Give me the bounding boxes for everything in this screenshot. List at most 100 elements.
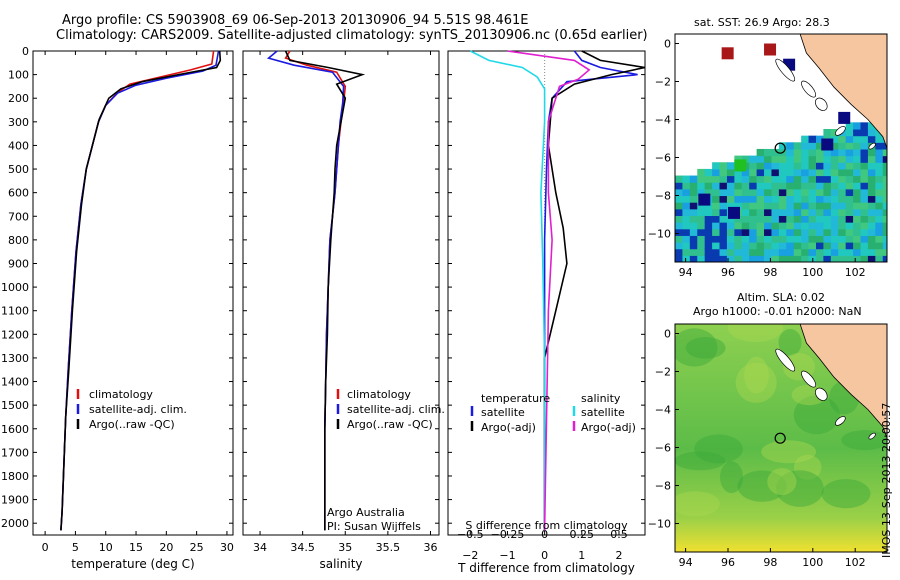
sst-cell [712, 235, 721, 243]
y-tick-label: 1800 [1, 470, 29, 483]
plot-frame [242, 50, 440, 536]
sst-cell [808, 248, 817, 256]
sst-cell [860, 208, 869, 217]
sst-cell [741, 155, 750, 163]
sst-cell [793, 148, 802, 157]
sst-cell [771, 175, 780, 183]
legend-label: Argo(-adj) [481, 421, 536, 434]
sla-map-title-line2: Argo h1000: -0.01 h2000: NaN [693, 305, 862, 318]
sst-cell [764, 242, 772, 250]
sst-cell [749, 175, 758, 183]
sst-cell [704, 208, 713, 217]
sst-cell [786, 162, 795, 170]
sst-cell [830, 188, 839, 197]
sst-cell [867, 122, 876, 130]
sst-cell [882, 142, 887, 150]
sst-cell [786, 188, 795, 197]
legend-label: climatology [347, 388, 411, 401]
sst-cell [860, 135, 869, 143]
sst-cell [823, 188, 832, 197]
sst-cell [719, 235, 728, 243]
sst-cell [815, 222, 824, 230]
sla-blob [761, 440, 817, 464]
sst-cell [860, 162, 869, 170]
sst-cell [771, 148, 780, 157]
sst-cell [682, 195, 691, 203]
sst-cell [697, 222, 706, 230]
sst-cell [719, 182, 728, 190]
sst-cell [749, 195, 758, 203]
sst-cell [689, 235, 698, 243]
sst-cell [808, 188, 817, 197]
sst-cell [801, 148, 810, 157]
sst-cell [726, 235, 735, 243]
island-outline [801, 80, 817, 98]
sst-cell [860, 188, 869, 197]
sst-cell [756, 222, 765, 230]
sst-cell [734, 188, 743, 197]
sst-cell [845, 208, 854, 217]
sst-cell [845, 188, 854, 197]
sst-cell [860, 195, 869, 203]
sst-cell [860, 228, 869, 236]
sst-cell [756, 195, 765, 203]
sst-cell [764, 222, 772, 230]
sst-cell [823, 215, 832, 223]
legend-temperature-header: temperature [481, 392, 550, 405]
sst-cell [682, 188, 691, 197]
footer-timestamp: IMOS 13-Sep-2013 20:00:57 [880, 402, 893, 558]
sst-cell [786, 195, 795, 203]
sst-cell [786, 182, 795, 190]
sst-cell [786, 222, 795, 230]
sst-cell [845, 222, 854, 230]
sst-cell [734, 235, 743, 243]
sst-cell [845, 235, 854, 243]
sst-cell [815, 155, 824, 163]
sst-cell [830, 142, 839, 150]
sst-cell [771, 182, 780, 190]
x-tick-label: 35 [338, 541, 352, 554]
sst-marker-cell [821, 138, 834, 151]
sla-blob [744, 356, 769, 394]
sst-cell [815, 142, 824, 150]
sst-cell [801, 242, 810, 250]
sst-cell [704, 228, 713, 236]
y-tick-label: −10 [648, 518, 671, 531]
sst-cell [830, 242, 839, 250]
argo-position-marker [774, 142, 786, 154]
sst-cell [830, 202, 839, 210]
sst-cell [756, 208, 765, 217]
sst-cell [764, 255, 772, 262]
sst-cell [823, 248, 832, 256]
sst-cell [793, 208, 802, 217]
y-tick-label: −4 [655, 114, 671, 127]
sst-cell [830, 215, 839, 223]
sst-cell [845, 135, 854, 143]
sst-cell [756, 182, 765, 190]
sst-cell [838, 155, 847, 163]
sst-cell [771, 222, 780, 230]
sst-cell [867, 129, 876, 137]
sst-cell [756, 155, 765, 163]
x-tick-label-t: 2 [615, 549, 622, 562]
sst-cell [719, 202, 728, 210]
sst-cell [853, 215, 862, 223]
series-line-s-satellite [469, 50, 546, 531]
sst-cell [815, 188, 824, 197]
sst-cell [712, 182, 721, 190]
sst-cell [838, 255, 847, 262]
sst-cell [830, 182, 839, 190]
sst-cell [793, 188, 802, 197]
sst-cell [808, 195, 817, 203]
sst-cell [778, 242, 787, 250]
sst-cell [845, 162, 854, 170]
sst-cell [801, 255, 810, 262]
sst-cell [704, 242, 713, 250]
sst-cell [845, 175, 854, 183]
sst-map-title: sat. SST: 26.9 Argo: 28.3 [694, 16, 830, 29]
sst-cell [704, 182, 713, 190]
sst-cell [875, 175, 884, 183]
y-tick-label: 0 [664, 38, 671, 51]
sst-cell [749, 215, 758, 223]
sst-cell [830, 222, 839, 230]
